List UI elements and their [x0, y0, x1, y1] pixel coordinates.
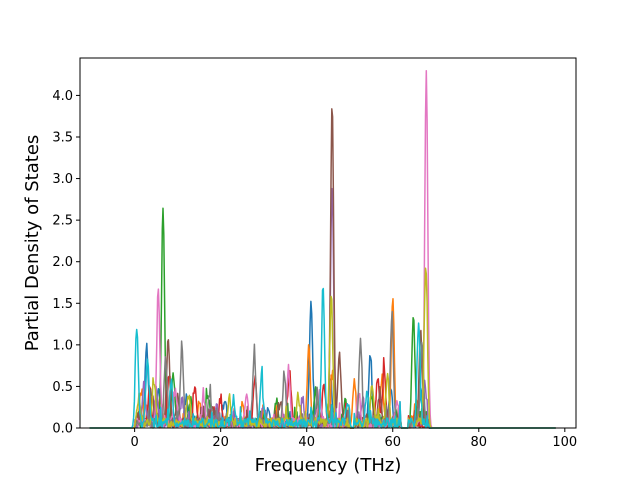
x-tick-label: 60 [384, 435, 401, 450]
y-tick-label: 0.5 [52, 380, 73, 395]
plot-area-background [80, 58, 576, 428]
axes-frame [79, 57, 577, 429]
y-axis-label: Partial Density of States [22, 135, 43, 352]
y-axis-ticks: 0.0 0.5 1.0 1.5 2.0 2.5 3.0 3.5 4.0 [52, 89, 80, 437]
x-tick-label: 0 [130, 435, 138, 450]
y-tick-label: 3.5 [52, 130, 73, 145]
x-axis-label: Frequency (THz) [255, 455, 402, 476]
x-axis-ticks: 0 20 40 60 80 100 [130, 428, 577, 450]
x-tick-label: 80 [471, 435, 488, 450]
x-tick-label: 40 [298, 435, 315, 450]
x-tick-label: 100 [552, 435, 577, 450]
y-tick-label: 0.0 [52, 422, 73, 437]
y-tick-label: 4.0 [52, 89, 73, 104]
y-tick-label: 2.5 [52, 214, 73, 229]
y-tick-label: 1.0 [52, 338, 73, 353]
x-tick-label: 20 [212, 435, 229, 450]
y-tick-label: 1.5 [52, 297, 73, 312]
y-tick-label: 3.0 [52, 172, 73, 187]
y-tick-label: 2.0 [52, 255, 73, 270]
